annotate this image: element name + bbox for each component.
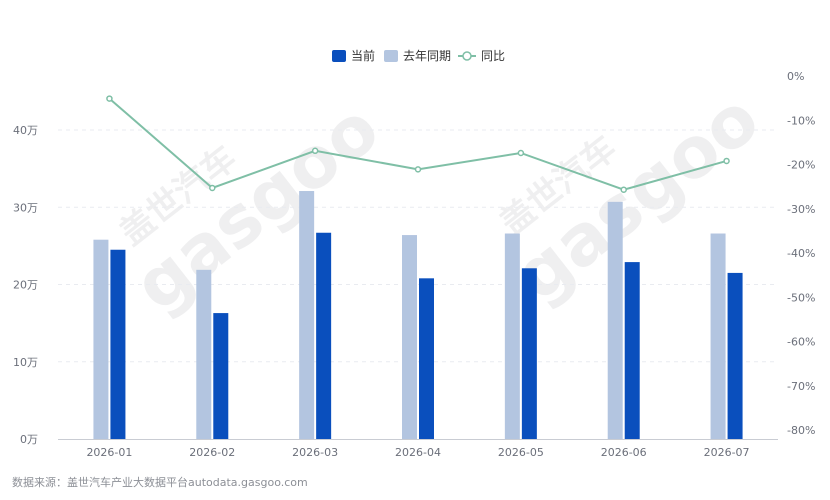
legend-item-yoy: 同比 — [458, 49, 505, 63]
y-right-tick-label: -80% — [787, 424, 815, 437]
y-left-tick-label: 40万 — [13, 124, 38, 137]
y-left-tick-label: 30万 — [13, 201, 38, 214]
yoy-point — [414, 166, 422, 173]
y-right-tick-label: -10% — [787, 114, 815, 127]
y-left-tick-label: 10万 — [13, 356, 38, 369]
y-right-tick-label: -40% — [787, 247, 815, 260]
y-right-tick-label: -20% — [787, 159, 815, 172]
y-right-tick-label: -60% — [787, 336, 815, 349]
bar-current — [213, 313, 229, 439]
yoy-point — [209, 184, 216, 192]
y-right-tick-label: -30% — [787, 203, 815, 216]
bar-last-year — [196, 269, 212, 439]
legend-label-current: 当前 — [351, 48, 375, 63]
x-tick-label: 2026-03 — [292, 446, 338, 459]
x-tick-label: 2026-02 — [189, 446, 235, 459]
yoy-point — [106, 95, 113, 102]
bar-current — [624, 262, 640, 439]
y-right-tick-label: -50% — [787, 291, 815, 304]
bar-current — [521, 268, 537, 439]
grid-lines — [58, 129, 778, 363]
bar-last-year — [402, 235, 417, 439]
yoy-line-series — [106, 95, 730, 193]
bar-current — [727, 272, 743, 439]
bar-last-year — [607, 201, 623, 439]
bar-last-year — [93, 239, 109, 439]
yoy-point — [723, 157, 730, 165]
bar-current — [110, 249, 126, 439]
x-tick-label: 2026-04 — [395, 446, 441, 459]
bar-last-year — [299, 191, 315, 439]
legend-label-yoy: 同比 — [481, 49, 505, 63]
y-right-tick-label: 0% — [787, 70, 804, 83]
legend-swatch-yoy-marker — [462, 51, 472, 61]
x-tick-label: 2026-07 — [704, 446, 750, 459]
x-tick-label: 2026-05 — [498, 446, 544, 459]
legend-label-last-year: 去年同期 — [403, 49, 451, 63]
legend-swatch-last-year — [384, 50, 398, 62]
bar-current — [419, 278, 434, 439]
y-right-tick-label: -70% — [787, 380, 815, 393]
yoy-point — [311, 147, 319, 155]
x-tick-label: 2026-01 — [86, 446, 132, 459]
y-left-tick-label: 20万 — [13, 279, 38, 292]
bar-series — [93, 191, 743, 439]
yoy-point — [517, 149, 525, 157]
bar-last-year — [710, 233, 726, 439]
legend-swatch-current — [332, 50, 346, 62]
legend: 当前 去年同期 同比 — [332, 48, 505, 63]
legend-item-last-year: 去年同期 — [384, 49, 451, 63]
yoy-point — [620, 186, 627, 193]
bar-current — [316, 232, 332, 439]
axes: 0万 10万 20万 30万 40万 0% -10% -20% -30% -40% -50% -60%… — [13, 70, 815, 459]
data-source-note: 数据来源：盖世汽车产业大数据平台autodata.gasgoo.com — [12, 476, 308, 489]
legend-item-current: 当前 — [332, 48, 375, 63]
y-left-tick-label: 0万 — [20, 433, 38, 446]
x-tick-label: 2026-06 — [601, 446, 647, 459]
bar-last-year — [504, 233, 520, 439]
